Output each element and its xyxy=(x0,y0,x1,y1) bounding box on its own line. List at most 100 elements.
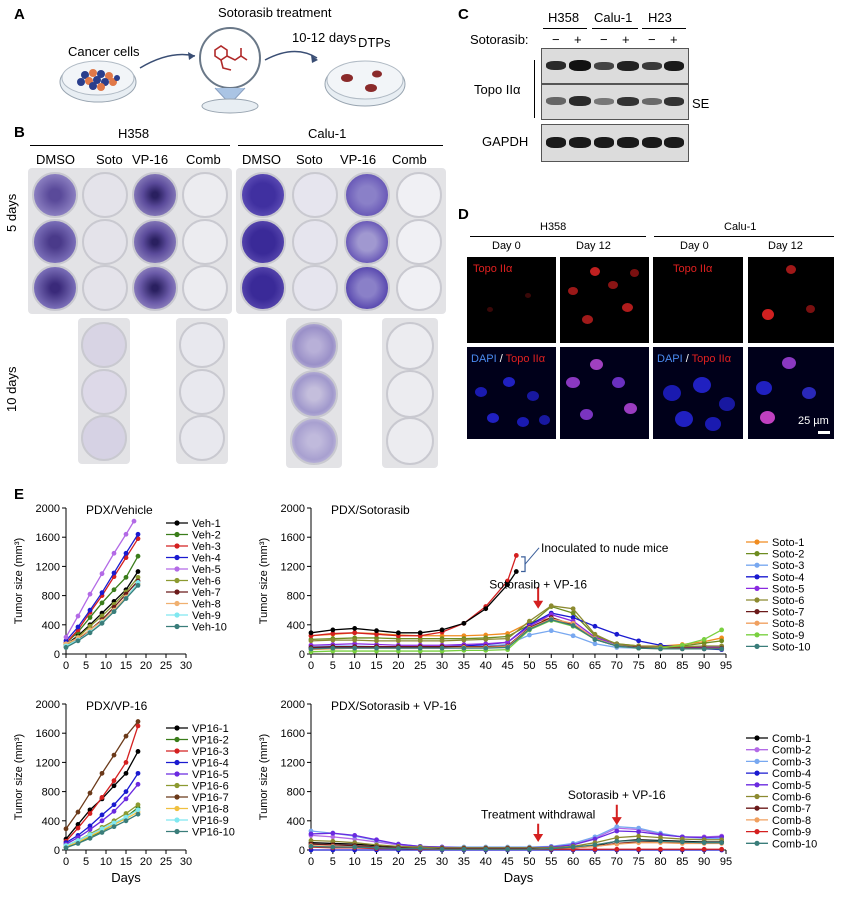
vp16-point-VP16-4 xyxy=(99,812,105,818)
soto-xtick-label: 95 xyxy=(720,660,732,672)
soto-point-Soto-6 xyxy=(439,638,445,644)
soto-xtick-label: 25 xyxy=(414,660,426,672)
topo-stain-label: Topo IIα xyxy=(473,263,513,275)
soto-point-Soto-11 xyxy=(374,631,379,637)
vp16-legend-label: VP16-7 xyxy=(192,792,229,804)
plate-calu1-5day xyxy=(236,168,446,314)
vp16-point-VP16-3 xyxy=(123,760,129,765)
vp16-xtick-label: 25 xyxy=(160,856,172,868)
soto-legend-marker xyxy=(754,562,760,568)
soto-legend-label: Soto-8 xyxy=(772,618,804,630)
veh-point-Veh-10 xyxy=(99,620,105,626)
soto-ytick-label: 0 xyxy=(299,649,305,661)
soto-legend-label: Soto-6 xyxy=(772,595,804,607)
vp16-point-VP16-10 xyxy=(87,835,93,841)
vp16-legend-marker xyxy=(174,736,180,743)
veh-point-Veh-10 xyxy=(123,596,129,601)
soto-legend-marker xyxy=(754,643,760,649)
micrograph-calu1-day0-topo: Topo IIα xyxy=(653,257,743,343)
veh-point-Veh-1 xyxy=(135,569,141,574)
col-soto-h358: Soto xyxy=(96,152,123,167)
comb-xtick-label: 70 xyxy=(611,856,623,868)
veh-ytick-label: 800 xyxy=(42,591,60,603)
vp16-point-VP16-3 xyxy=(111,778,117,784)
row-label-5days: 5 days xyxy=(4,193,19,232)
veh-xtick-label: 30 xyxy=(180,660,192,672)
comb-ytick-label: 0 xyxy=(299,845,305,857)
topo-stain-label-merge-calu1: Topo IIα xyxy=(691,353,732,365)
panel-a-label: A xyxy=(14,6,25,23)
vp16-legend-marker xyxy=(174,828,180,835)
comb-legend-label: Comb-5 xyxy=(772,780,811,792)
vp16-legend-label: VP16-3 xyxy=(192,746,229,758)
veh-legend-marker xyxy=(174,543,180,549)
comb-point-Comb-9 xyxy=(719,846,725,852)
comb-point-Comb-10 xyxy=(461,846,467,852)
soto-point-Soto-6 xyxy=(570,606,576,612)
veh-point-Veh-2 xyxy=(111,587,117,593)
soto-point-Soto-6 xyxy=(527,618,532,624)
veh-legend-label: Veh-2 xyxy=(192,530,221,542)
vp16-title: PDX/VP-16 xyxy=(86,699,148,713)
vp16-point-VP16-4 xyxy=(111,802,117,808)
veh-point-Veh-6 xyxy=(135,574,141,580)
soto-annotation-arrowhead xyxy=(533,600,544,609)
veh-title: PDX/Vehicle xyxy=(86,503,153,517)
soto-ytick-label: 400 xyxy=(287,620,305,632)
veh-point-Veh-5 xyxy=(87,591,93,597)
comb-xtick-label: 55 xyxy=(545,856,557,868)
vp16-xtick-label: 0 xyxy=(63,856,69,868)
comb-xtick-label: 10 xyxy=(349,856,361,868)
d-calu1-label: Calu-1 xyxy=(724,221,757,233)
veh-ytick-label: 1200 xyxy=(36,561,60,573)
vp16-ytick-label: 1200 xyxy=(36,757,60,769)
soto-point-Soto-10 xyxy=(701,646,707,652)
vp16-legend-marker xyxy=(174,725,180,731)
vp16-ytick-label: 400 xyxy=(42,816,60,828)
comb-point-Comb-10 xyxy=(330,844,336,850)
soto-ytick-label: 1200 xyxy=(281,561,305,573)
soto-legend-marker xyxy=(754,574,760,580)
vp16-point-VP16-5 xyxy=(135,781,141,787)
comb-legend-label: Comb-10 xyxy=(772,838,817,850)
vp16-point-VP16-3 xyxy=(135,723,141,729)
soto-point-Soto-6 xyxy=(308,638,314,644)
vp16-point-VP16-10 xyxy=(111,824,117,830)
soto-point-Soto-6 xyxy=(352,637,358,643)
comb-legend-marker xyxy=(754,805,760,811)
soto-point-Soto-4 xyxy=(614,631,620,637)
soto-annotation-text: Sotorasib + VP-16 xyxy=(489,577,587,591)
se-label: SE xyxy=(692,96,710,111)
soto-xtick-label: 65 xyxy=(589,660,601,672)
veh-ytick-label: 1600 xyxy=(36,532,60,544)
vp16-point-VP16-10 xyxy=(63,845,69,851)
vp16-legend-label: VP16-1 xyxy=(192,723,229,735)
soto-point-Soto-6 xyxy=(330,637,336,643)
veh-xtick-label: 25 xyxy=(160,660,172,672)
veh-legend-label: Veh-10 xyxy=(192,622,227,634)
vp16-point-VP16-9 xyxy=(123,814,129,820)
d-calu1-line xyxy=(654,236,834,237)
soto-point-Soto-12 xyxy=(308,630,314,636)
drug-molecule-icon xyxy=(214,45,248,71)
veh-point-Veh-5 xyxy=(111,550,117,556)
vp16-legend-label: VP16-9 xyxy=(192,815,229,827)
veh-point-Veh-10 xyxy=(111,609,117,615)
cellline-h358: H358 xyxy=(548,10,580,25)
vp16-point-VP16-7 xyxy=(87,790,93,796)
vp16-xtick-label: 10 xyxy=(100,856,112,868)
micrograph-calu1-day12-topo xyxy=(748,257,834,343)
topo-label: Topo IIα xyxy=(474,82,521,97)
d-h358-line xyxy=(470,236,646,237)
vp16-ytick-label: 0 xyxy=(54,845,60,857)
veh-point-Veh-10 xyxy=(87,630,93,636)
soto-point-Soto-3 xyxy=(592,641,598,647)
soto-xtick-label: 80 xyxy=(654,660,666,672)
soto-point-Soto-4 xyxy=(570,615,576,620)
soto-xtick-label: 35 xyxy=(458,660,470,672)
vp16-point-VP16-10 xyxy=(99,830,105,835)
workflow-illustration xyxy=(59,27,406,114)
vp16-point-VP16-1 xyxy=(135,749,141,754)
veh-legend-label: Veh-7 xyxy=(192,587,221,599)
